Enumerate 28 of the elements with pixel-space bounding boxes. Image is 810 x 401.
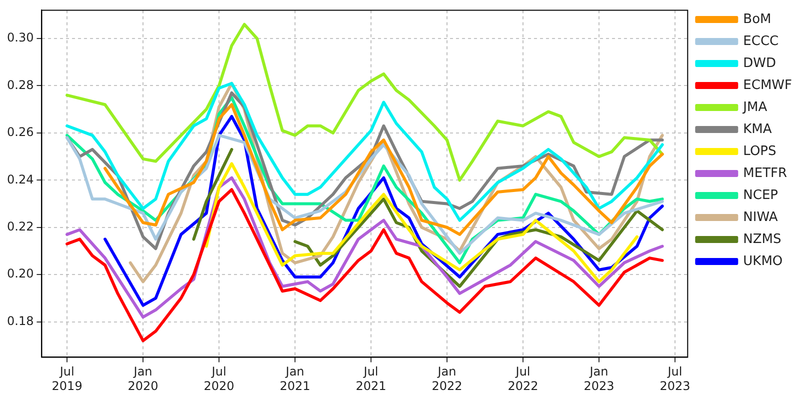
x-tick-label: Jul 2020	[204, 364, 234, 393]
legend-label: DWD	[743, 56, 776, 71]
x-tick-label: Jul 2019	[52, 364, 82, 393]
legend-label: ECCC	[743, 34, 779, 49]
y-tick-label: 0.20	[7, 266, 34, 281]
x-tick-label: Jul 2022	[508, 364, 538, 393]
legend-label: METFR	[743, 166, 788, 181]
legend-label: BoM	[743, 12, 772, 27]
x-tick-label: Jan 2020	[128, 364, 158, 393]
legend-label: KMA	[743, 122, 772, 137]
legend-label: NIWA	[743, 210, 778, 225]
y-tick-label: 0.30	[7, 30, 34, 45]
legend-label: LOPS	[743, 144, 776, 159]
x-tick-label: Jul 2023	[660, 364, 690, 393]
x-tick-label: Jan 2023	[584, 364, 614, 393]
legend-label: NZMS	[743, 232, 782, 247]
y-tick-label: 0.22	[7, 219, 34, 234]
y-tick-label: 0.26	[7, 125, 34, 140]
x-tick-label: Jul 2021	[356, 364, 386, 393]
legend-label: NCEP	[743, 188, 778, 203]
legend-label: UKMO	[743, 254, 783, 269]
x-tick-label: Jan 2021	[280, 364, 310, 393]
legend-label: JMA	[742, 100, 768, 115]
y-tick-label: 0.28	[7, 78, 34, 92]
y-tick-label: 0.24	[7, 172, 34, 186]
legend-label: ECMWF	[743, 78, 792, 93]
x-tick-label: Jan 2022	[432, 364, 462, 393]
y-tick-label: 0.18	[7, 314, 34, 328]
